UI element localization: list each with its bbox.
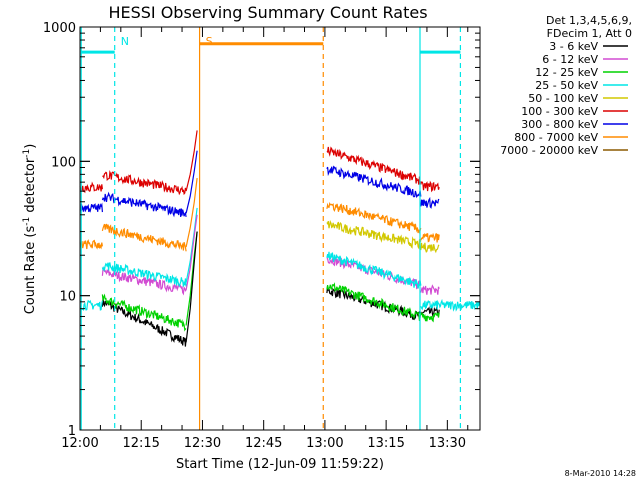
legend-label-50-100-kev: 50 - 100 keV	[528, 92, 598, 105]
series-line-300-800-kev-3	[420, 196, 440, 209]
flare-spike-100-300-kev	[185, 130, 198, 192]
legend-header-line-1: Det 1,3,4,5,6,9,	[546, 14, 632, 27]
series-line-800-7000-kev-2	[326, 202, 422, 235]
flare-spike-25-50-kev	[185, 207, 198, 283]
footer-date: 8-Mar-2010 14:28	[565, 469, 636, 478]
y-tick-label-10: 10	[59, 290, 76, 305]
marker-label-n: N	[121, 35, 129, 48]
legend-header-line-2: FDecim 1, Att 0	[547, 27, 632, 40]
x-axis-label: Start Time (12-Jun-09 11:59:22)	[176, 457, 384, 472]
legend-label-7000-20000-kev: 7000 - 20000 keV	[500, 144, 598, 157]
series-line-12-25-kev-2	[420, 311, 440, 323]
plot-frame	[79, 26, 481, 431]
series-line-800-7000-kev-0	[79, 239, 103, 250]
series-line-300-800-kev-2	[326, 165, 422, 199]
legend-label-100-300-kev: 100 - 300 keV	[521, 105, 598, 118]
y-tick-label-100: 100	[51, 155, 76, 170]
x-tick-label-3: 12:45	[245, 436, 282, 451]
series-line-25-50-kev-2	[326, 251, 422, 289]
series-line-800-7000-kev-1	[101, 223, 187, 252]
series-line-800-7000-kev-3	[420, 232, 440, 243]
legend-label-12-25-kev: 12 - 25 keV	[535, 66, 598, 79]
legend-label-800-7000-kev: 800 - 7000 keV	[514, 131, 598, 144]
legend-label-25-50-kev: 25 - 50 keV	[535, 79, 598, 92]
series-line-25-50-kev-0	[80, 299, 103, 311]
series-line-100-300-kev-2	[326, 146, 422, 185]
flare-spike-3-6-kev	[185, 231, 198, 343]
series-line-50-100-kev-1	[420, 242, 440, 254]
x-tick-label-1: 12:15	[122, 436, 159, 451]
y-tick-label-1000: 1000	[43, 21, 76, 36]
flare-spike-6-12-kev	[185, 214, 198, 291]
marker-label-s: S	[206, 35, 213, 48]
x-tick-label-0: 12:00	[61, 436, 98, 451]
series-line-100-300-kev-1	[102, 169, 187, 196]
series-line-300-800-kev-0	[79, 202, 103, 213]
plot-area: N S 12:00 12:15 12:30 12:45 13:00 13:15 13:30 1 10…	[43, 21, 481, 451]
x-tick-label-5: 13:15	[367, 436, 404, 451]
flare-spike-800-7000-kev	[185, 178, 198, 248]
y-axis-label: Count Rate (s-1 detector-1)	[22, 144, 38, 315]
series-line-300-800-kev-1	[101, 191, 187, 218]
series-line-25-50-kev-3	[420, 298, 480, 312]
legend-label-3-6-kev: 3 - 6 keV	[549, 40, 598, 53]
series-line-12-25-kev-1	[326, 282, 422, 322]
flare-spike-300-800-kev	[185, 150, 198, 214]
series-line-6-12-kev-0	[101, 266, 187, 296]
series-line-25-50-kev-1	[101, 262, 187, 288]
y-tick-label-1: 1	[68, 424, 76, 439]
series-line-100-300-kev-3	[420, 180, 440, 193]
series-line-12-25-kev-0	[101, 293, 187, 332]
legend-label-6-12-kev: 6 - 12 keV	[542, 53, 598, 66]
series-line-50-100-kev-0	[326, 219, 422, 250]
series-line-6-12-kev-2	[420, 284, 440, 295]
series-line-3-6-kev-2	[420, 306, 440, 317]
x-tick-label-2: 12:30	[184, 436, 221, 451]
chart-title: HESSI Observing Summary Count Rates	[108, 3, 427, 22]
legend-label-300-800-kev: 300 - 800 keV	[521, 118, 598, 131]
x-tick-label-6: 13:30	[429, 436, 466, 451]
x-tick-label-4: 13:00	[306, 436, 343, 451]
legend: Det 1,3,4,5,6,9, FDecim 1, Att 0 3 - 6 k…	[500, 14, 632, 157]
